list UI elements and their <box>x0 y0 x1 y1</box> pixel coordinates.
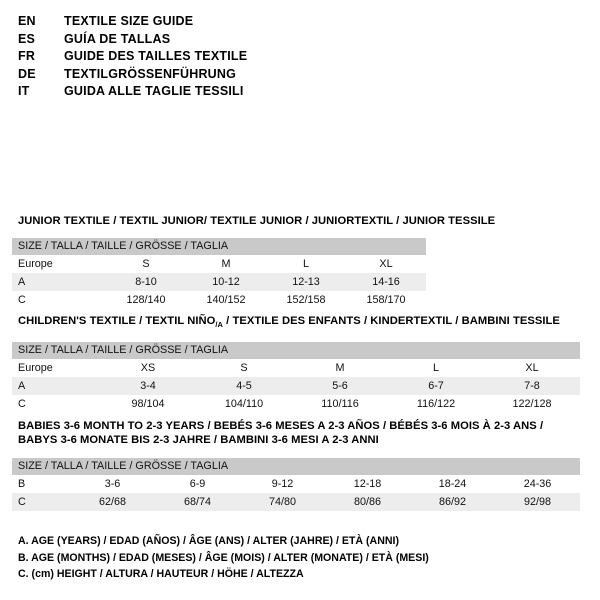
language-code: FR <box>18 49 36 64</box>
column-header-label: SIZE / TALLA / TAILLE / GRÖSSE / TAGLIA <box>12 238 427 255</box>
row-label: C <box>12 395 100 414</box>
cell-value: 7-8 <box>484 377 581 396</box>
cell-value: 74/80 <box>240 493 325 511</box>
section-title-children: CHILDREN'S TEXTILE / TEXTIL NIÑO/A / TEX… <box>0 314 600 332</box>
language-code: IT <box>18 84 30 99</box>
table-row: A 8-10 10-12 12-13 14-16 <box>12 273 427 291</box>
legend-item-b: B. AGE (MONTHS) / EDAD (MESES) / ÂGE (MO… <box>18 551 429 564</box>
cell-value: 152/158 <box>266 291 346 309</box>
language-row: ES GUÍA DE TALLAS <box>18 31 247 49</box>
cell-value: 24-36 <box>495 475 581 493</box>
section-junior: JUNIOR TEXTILE / TEXTIL JUNIOR/ TEXTILE … <box>0 214 600 309</box>
cell-value: 116/122 <box>388 395 484 414</box>
table-row: C 98/104 104/110 110/116 116/122 122/128 <box>12 395 581 414</box>
cell-value: 3-4 <box>100 377 196 396</box>
cell-value: M <box>186 255 266 273</box>
cell-value: XS <box>100 359 196 378</box>
cell-value: XL <box>346 255 427 273</box>
cell-value: M <box>292 359 388 378</box>
table-children: SIZE / TALLA / TAILLE / GRÖSSE / TAGLIA … <box>12 342 581 414</box>
row-label: C <box>12 291 106 309</box>
section-title-babies-line2: BABYS 3-6 MONATE BIS 2-3 JAHRE / BAMBINI… <box>18 434 379 446</box>
language-title: GUIDA ALLE TAGLIE TESSILI <box>64 84 244 99</box>
language-row: DE TEXTILGRÖSSENFÜHRUNG <box>18 66 247 84</box>
legend-item-a: A. AGE (YEARS) / EDAD (AÑOS) / ÂGE (ANS)… <box>18 535 399 547</box>
cell-value: 3-6 <box>70 475 155 493</box>
cell-value: 6-7 <box>388 377 484 396</box>
table-row: A 3-4 4-5 5-6 6-7 7-8 <box>12 377 581 396</box>
cell-value: S <box>196 359 292 378</box>
cell-value: 86/92 <box>410 493 495 511</box>
cell-value: 9-12 <box>240 475 325 493</box>
language-row: EN TEXTILE SIZE GUIDE <box>18 13 247 31</box>
cell-value: 110/116 <box>292 395 388 414</box>
cell-value: 140/152 <box>186 291 266 309</box>
language-title: TEXTILE SIZE GUIDE <box>64 14 194 28</box>
section-children: CHILDREN'S TEXTILE / TEXTIL NIÑO/A / TEX… <box>0 314 600 414</box>
measurement-legend: A. AGE (YEARS) / EDAD (AÑOS) / ÂGE (ANS)… <box>18 533 429 583</box>
cell-value: 128/140 <box>106 291 186 309</box>
legend-item-c: C. (cm) HEIGHT / ALTURA / HAUTEUR / HÖHE… <box>18 568 304 580</box>
row-label: A <box>12 273 106 291</box>
cell-value: 6-9 <box>155 475 240 493</box>
section-title-children-post: / TEXTILE DES ENFANTS / KINDERTEXTIL / B… <box>222 315 560 327</box>
section-title-babies-line1: BABIES 3-6 MONTH TO 2-3 YEARS / BEBÉS 3-… <box>18 420 544 432</box>
row-label: Europe <box>12 255 106 273</box>
cell-value: 8-10 <box>106 273 186 291</box>
cell-value: 122/128 <box>484 395 581 414</box>
cell-value: 5-6 <box>292 377 388 396</box>
column-header-label: SIZE / TALLA / TAILLE / GRÖSSE / TAGLIA <box>12 458 581 475</box>
language-row: FR GUIDE DES TAILLES TEXTILE <box>18 48 247 66</box>
cell-value: 92/98 <box>495 493 581 511</box>
table-row: C 62/68 68/74 74/80 80/86 86/92 92/98 <box>12 493 581 511</box>
table-babies: SIZE / TALLA / TAILLE / GRÖSSE / TAGLIA … <box>12 458 581 511</box>
table-row: Europe S M L XL <box>12 255 427 273</box>
language-code: EN <box>18 14 36 28</box>
cell-value: 18-24 <box>410 475 495 493</box>
row-label: A <box>12 377 100 396</box>
language-title-block: EN TEXTILE SIZE GUIDE ES GUÍA DE TALLAS … <box>18 13 247 101</box>
section-title-junior: JUNIOR TEXTILE / TEXTIL JUNIOR/ TEXTILE … <box>18 215 496 227</box>
table-header-row: SIZE / TALLA / TAILLE / GRÖSSE / TAGLIA <box>12 458 581 475</box>
language-code: ES <box>18 31 36 46</box>
language-code: DE <box>18 66 36 81</box>
column-header-label: SIZE / TALLA / TAILLE / GRÖSSE / TAGLIA <box>12 342 581 360</box>
language-title: GUIDE DES TAILLES TEXTILE <box>64 49 248 64</box>
table-header-row: SIZE / TALLA / TAILLE / GRÖSSE / TAGLIA <box>12 342 581 360</box>
height-measurement-figure: C <box>440 0 600 208</box>
cell-value: S <box>106 255 186 273</box>
table-header-row: SIZE / TALLA / TAILLE / GRÖSSE / TAGLIA <box>12 238 427 255</box>
table-junior: SIZE / TALLA / TAILLE / GRÖSSE / TAGLIA … <box>12 238 427 309</box>
row-label: B <box>12 475 70 493</box>
cell-value: 62/68 <box>70 493 155 511</box>
cell-value: 10-12 <box>186 273 266 291</box>
language-row: IT GUIDA ALLE TAGLIE TESSILI <box>18 83 247 101</box>
language-title: GUÍA DE TALLAS <box>64 31 171 46</box>
section-title-children-sub: /A <box>215 320 223 330</box>
cell-value: 80/86 <box>325 493 410 511</box>
cell-value: XL <box>484 359 581 378</box>
cell-value: 12-18 <box>325 475 410 493</box>
cell-value: 98/104 <box>100 395 196 414</box>
table-row: B 3-6 6-9 9-12 12-18 18-24 24-36 <box>12 475 581 493</box>
cell-value: 14-16 <box>346 273 427 291</box>
row-label: C <box>12 493 70 511</box>
cell-value: 104/110 <box>196 395 292 414</box>
row-label: Europe <box>12 359 100 378</box>
table-row: C 128/140 140/152 152/158 158/170 <box>12 291 427 309</box>
language-title: TEXTILGRÖSSENFÜHRUNG <box>64 66 237 81</box>
section-title-children-pre: CHILDREN'S TEXTILE / TEXTIL NIÑO <box>18 315 216 327</box>
cell-value: 12-13 <box>266 273 346 291</box>
cell-value: L <box>266 255 346 273</box>
cell-value: 68/74 <box>155 493 240 511</box>
cell-value: L <box>388 359 484 378</box>
table-row: Europe XS S M L XL <box>12 359 581 378</box>
section-babies: BABIES 3-6 MONTH TO 2-3 YEARS / BEBÉS 3-… <box>0 419 600 511</box>
cell-value: 158/170 <box>346 291 427 309</box>
cell-value: 4-5 <box>196 377 292 396</box>
